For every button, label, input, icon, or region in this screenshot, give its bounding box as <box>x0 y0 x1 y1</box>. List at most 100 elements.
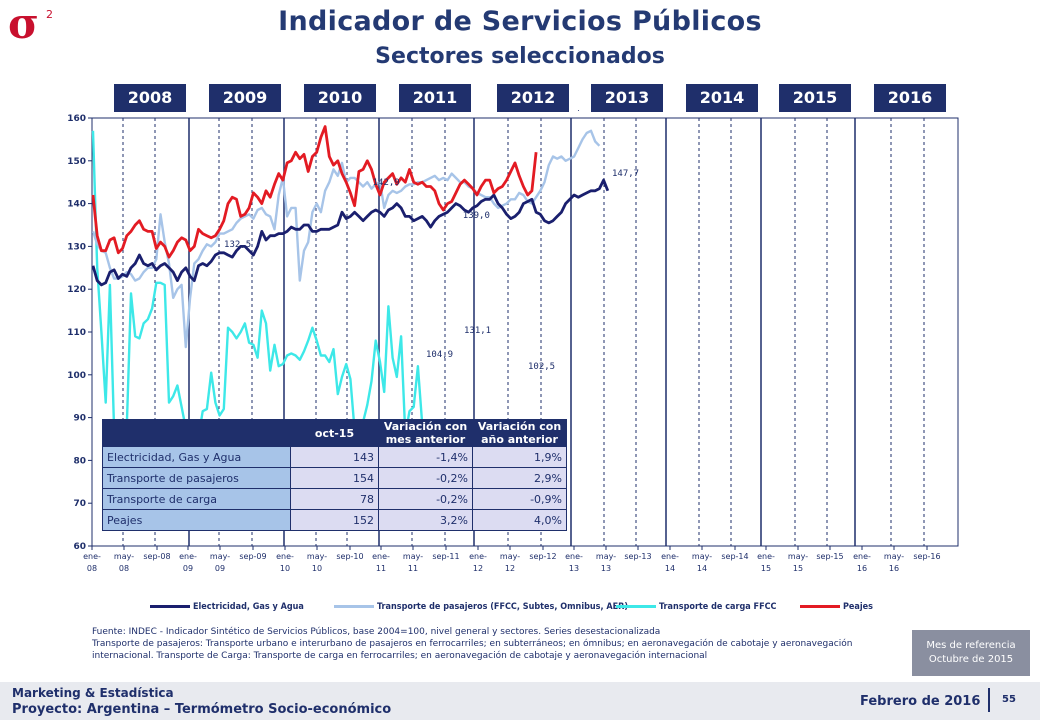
summary-table: oct-15 Variación con mes anterior Variaci… <box>102 419 567 531</box>
footer-department: Marketing & Estadística <box>12 686 174 700</box>
table-header-yoy: Variación con año anterior <box>472 419 567 447</box>
reference-label: Mes de referencia <box>926 640 1016 651</box>
x-tick-label: may- <box>114 552 134 561</box>
table-row: Transporte de pasajeros 154 -0,2% 2,9% <box>102 467 567 489</box>
year-label-2013: 2013 <box>591 84 663 112</box>
table-cell-mom: -0,2% <box>378 467 473 489</box>
y-tick-label: 70 <box>73 499 86 509</box>
x-tick-label: may- <box>403 552 423 561</box>
x-tick-label: ene- <box>179 552 197 561</box>
table-cell-yoy: -0,9% <box>472 488 567 510</box>
x-tick-label-year: 14 <box>665 564 675 573</box>
footer: Marketing & Estadística Proyecto: Argent… <box>0 682 1040 720</box>
page-number: 55 <box>1002 694 1016 705</box>
table-cell-value: 78 <box>290 488 379 510</box>
x-tick-label: sep-09 <box>239 552 266 561</box>
legend-item: Electricidad, Gas y Agua <box>150 602 304 612</box>
table-cell-mom: 3,2% <box>378 509 473 531</box>
table-header-row: oct-15 Variación con mes anterior Variaci… <box>102 419 567 447</box>
x-tick-label: ene- <box>757 552 775 561</box>
footer-date: Febrero de 2016 <box>860 694 981 709</box>
table-cell-yoy: 4,0% <box>472 509 567 531</box>
legend-swatch <box>616 605 656 608</box>
legend-label: Peajes <box>843 602 873 612</box>
x-tick-label: ene- <box>276 552 294 561</box>
x-tick-label-year: 09 <box>215 564 225 573</box>
y-tick-label: 90 <box>73 414 86 424</box>
series-line-0 <box>91 178 610 287</box>
x-tick-label: may- <box>884 552 904 561</box>
y-tick-label: 160 <box>67 114 86 124</box>
table-row-label: Peajes <box>102 509 291 531</box>
x-tick-label: may- <box>307 552 327 561</box>
table-cell-yoy: 2,9% <box>472 467 567 489</box>
logo-superscript: 2 <box>46 8 53 21</box>
table-row-label: Electricidad, Gas y Agua <box>102 446 291 468</box>
year-label-2016: 2016 <box>874 84 946 112</box>
table-cell-mom: -1,4% <box>378 446 473 468</box>
x-tick-label: ene- <box>372 552 390 561</box>
legend-item: Peajes <box>800 602 873 612</box>
reference-month-box: Mes de referencia Octubre de 2015 <box>912 630 1030 676</box>
legend-label: Transporte de carga FFCC <box>659 602 777 612</box>
x-tick-label-year: 13 <box>569 564 579 573</box>
x-tick-label: may- <box>596 552 616 561</box>
legend-swatch <box>334 605 374 608</box>
table-cell-yoy: 1,9% <box>472 446 567 468</box>
x-tick-label: sep-13 <box>624 552 651 561</box>
y-tick-label: 120 <box>67 285 86 295</box>
x-tick-label-year: 09 <box>183 564 193 573</box>
year-label-2011: 2011 <box>399 84 471 112</box>
page-title: Indicador de Servicios Públicos <box>278 6 762 37</box>
x-tick-label: sep-10 <box>336 552 363 561</box>
x-tick-label-year: 11 <box>408 564 418 573</box>
x-tick-label-year: 08 <box>87 564 97 573</box>
x-tick-label: ene- <box>565 552 583 561</box>
year-label-2008: 2008 <box>114 84 186 112</box>
table-corner <box>102 419 291 447</box>
x-tick-label-year: 12 <box>473 564 483 573</box>
y-tick-label: 110 <box>67 328 86 338</box>
footer-separator <box>988 688 990 712</box>
data-label: 139,0 <box>463 211 490 221</box>
x-tick-label: sep-11 <box>432 552 459 561</box>
x-tick-label-year: 10 <box>312 564 322 573</box>
year-label-2009: 2009 <box>209 84 281 112</box>
year-label-2015: 2015 <box>779 84 851 112</box>
x-tick-label: sep-08 <box>143 552 170 561</box>
x-tick-label: may- <box>692 552 712 561</box>
x-tick-label: ene- <box>83 552 101 561</box>
table-cell-mom: -0,2% <box>378 488 473 510</box>
x-tick-label-year: 16 <box>857 564 867 573</box>
source-line-3: internacional. Transporte de Carga: Tran… <box>92 651 708 661</box>
table-cell-value: 152 <box>290 509 379 531</box>
year-label-2012: 2012 <box>497 84 569 112</box>
x-tick-label: ene- <box>469 552 487 561</box>
x-tick-label-year: 15 <box>761 564 771 573</box>
source-line-1: Fuente: INDEC - Indicador Sintético de S… <box>92 627 661 637</box>
table-row: Electricidad, Gas y Agua 143 -1,4% 1,9% <box>102 446 567 468</box>
x-tick-label: sep-15 <box>816 552 843 561</box>
x-tick-label: may- <box>500 552 520 561</box>
year-label-2010: 2010 <box>304 84 376 112</box>
source-note: Fuente: INDEC - Indicador Sintético de S… <box>92 626 892 662</box>
y-tick-label: 130 <box>67 242 86 252</box>
x-tick-label-year: 14 <box>697 564 707 573</box>
data-label: 102,5 <box>528 362 555 372</box>
x-tick-label-year: 11 <box>376 564 386 573</box>
source-line-2: Transporte de pasajeros: Transporte urba… <box>92 639 853 649</box>
year-band: 2008 2009 2010 2011 2012 2013 2014 2015 2016 <box>0 84 1040 114</box>
x-tick-label: ene- <box>853 552 871 561</box>
table-header-mom: Variación con mes anterior <box>378 419 473 447</box>
legend-swatch <box>800 605 840 608</box>
data-label: 142,9 <box>373 178 400 188</box>
x-tick-label-year: 13 <box>601 564 611 573</box>
data-label: 153,6067932 <box>560 110 620 113</box>
x-tick-label: sep-14 <box>721 552 748 561</box>
x-tick-label: sep-12 <box>529 552 556 561</box>
x-tick-label: ene- <box>661 552 679 561</box>
x-tick-label: sep-16 <box>913 552 940 561</box>
legend-label: Electricidad, Gas y Agua <box>193 602 304 612</box>
legend-swatch <box>150 605 190 608</box>
legend-item: Transporte de pasajeros (FFCC, Subtes, O… <box>334 602 628 612</box>
